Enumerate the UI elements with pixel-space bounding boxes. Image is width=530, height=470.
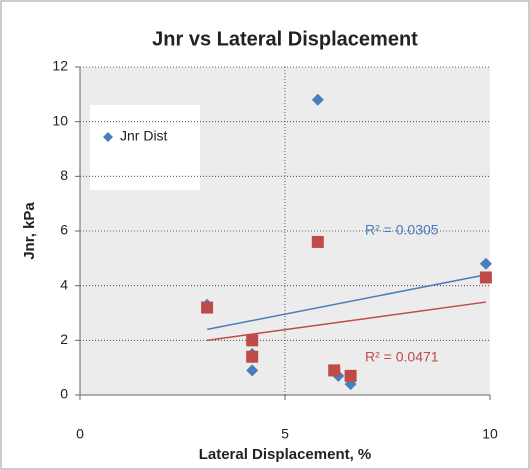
y-tick-label: 10 xyxy=(52,112,68,128)
point xyxy=(201,301,214,314)
y-tick-label: 2 xyxy=(60,331,68,347)
point xyxy=(311,93,324,106)
trendline xyxy=(206,301,487,342)
x-axis-label: Lateral Displacement, % xyxy=(199,446,372,463)
point xyxy=(246,364,259,377)
point xyxy=(246,334,259,347)
chart-title: Jnr vs Lateral Displacement xyxy=(152,28,418,50)
y-tick-label: 4 xyxy=(60,276,68,292)
y-tick-label: 6 xyxy=(60,222,68,238)
y-tick-label: 12 xyxy=(52,58,68,74)
x-tick-label: 0 xyxy=(76,426,84,442)
legend-label: Jnr Dist xyxy=(120,128,168,144)
y-tick-label: 0 xyxy=(60,386,68,402)
y-axis-label: Jnr, kPa xyxy=(21,202,38,260)
point xyxy=(328,364,341,377)
point xyxy=(344,369,357,382)
x-tick-label: 5 xyxy=(281,426,289,442)
x-tick-label: 10 xyxy=(482,426,498,442)
legend-marker xyxy=(103,132,113,142)
point xyxy=(311,235,324,248)
annotation: R² = 0.0471 xyxy=(365,349,439,365)
point xyxy=(479,271,492,284)
point xyxy=(246,350,259,363)
point xyxy=(479,257,492,270)
trendline xyxy=(206,273,487,331)
annotation: R² = 0.0305 xyxy=(365,222,439,238)
y-tick-label: 8 xyxy=(60,167,68,183)
legend-box xyxy=(90,105,200,190)
